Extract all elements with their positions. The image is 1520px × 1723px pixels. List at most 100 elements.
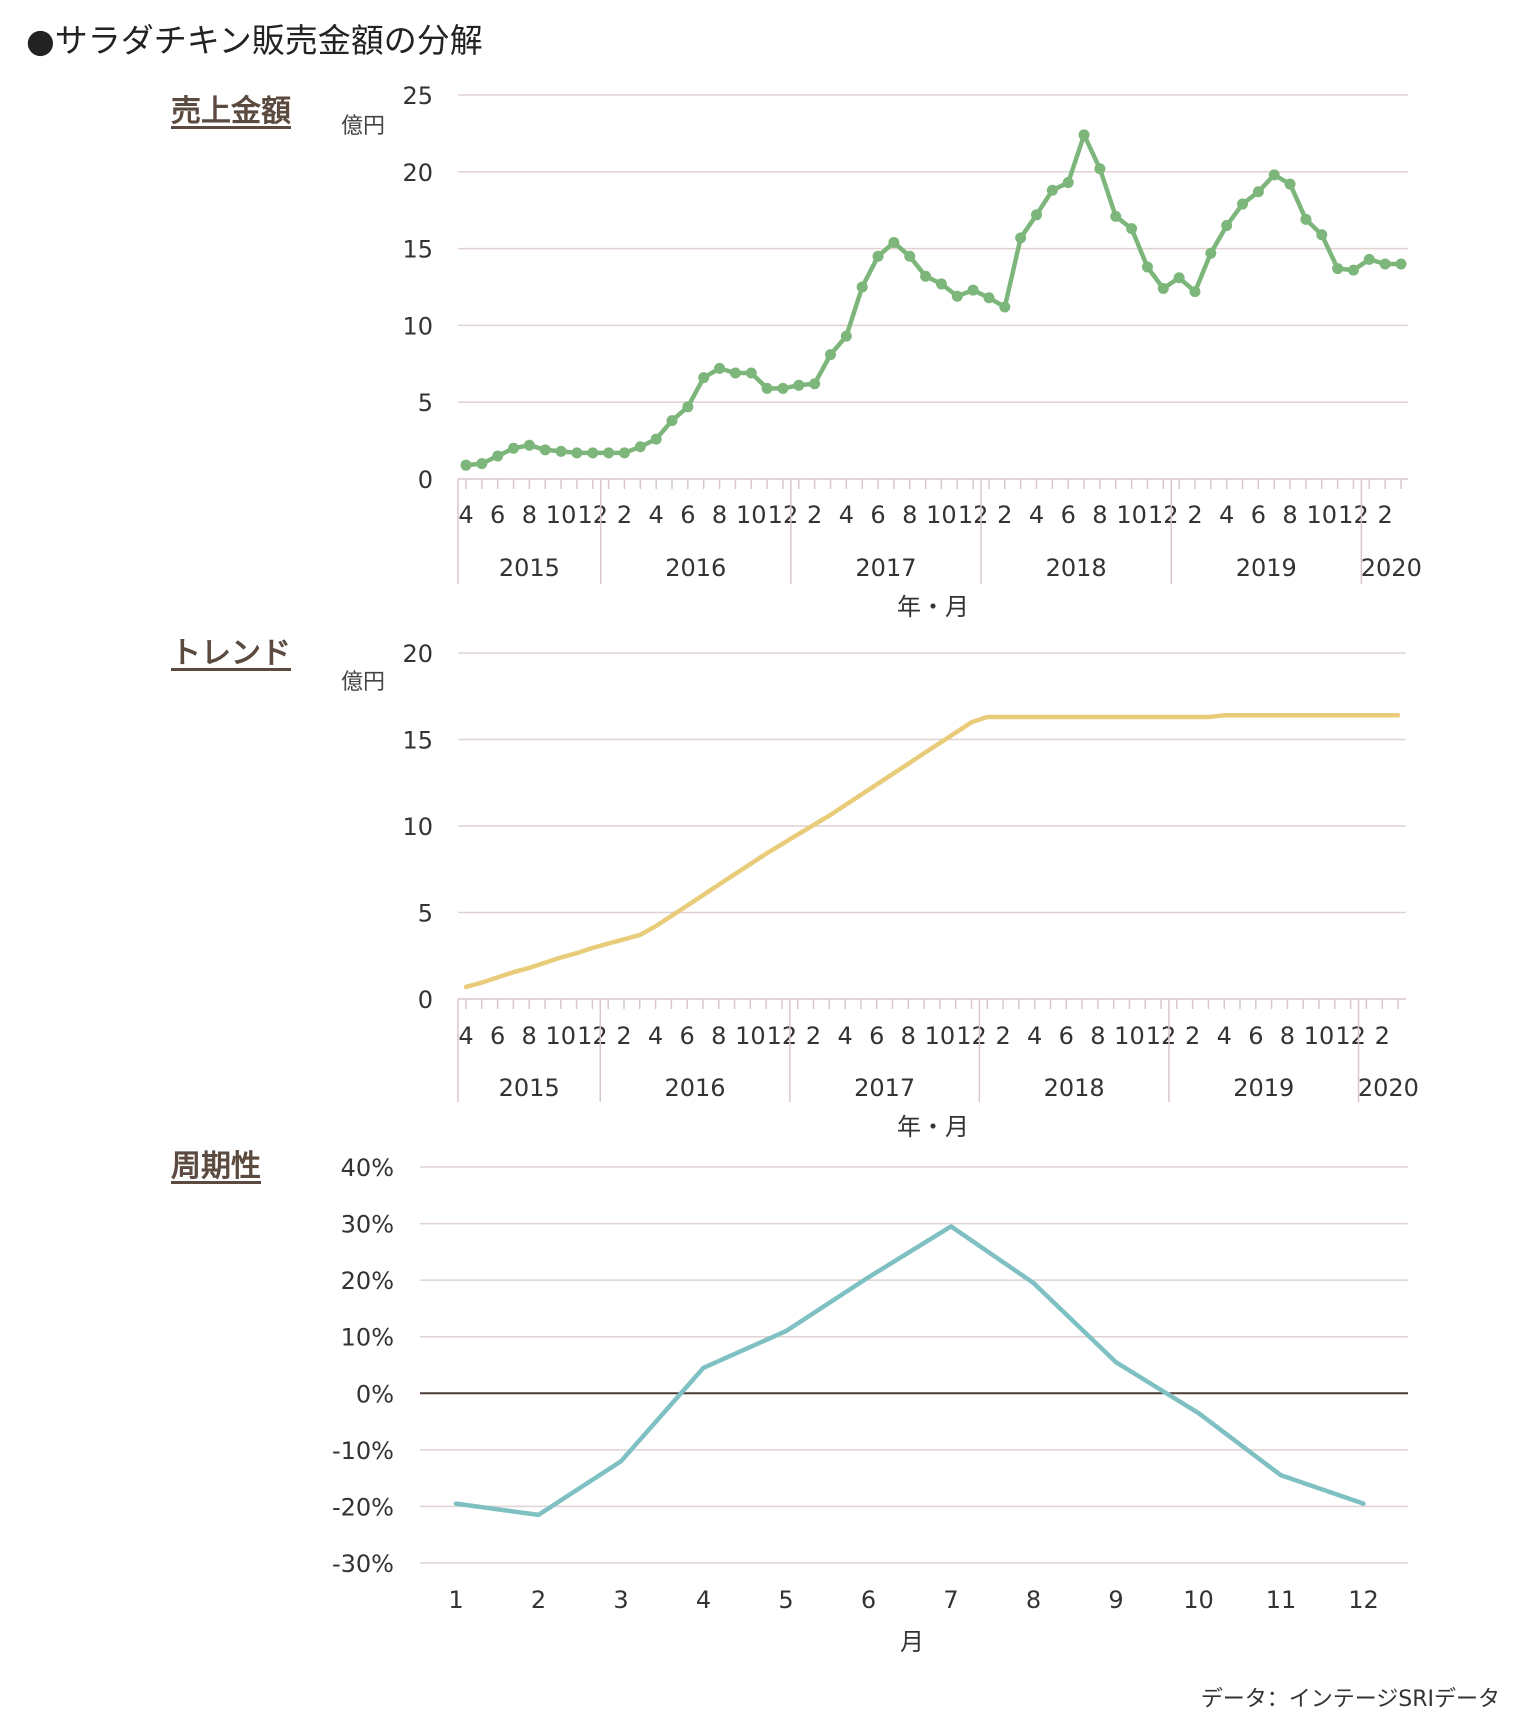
- data-point: [571, 447, 583, 459]
- y-tick-label: 0: [418, 986, 433, 1014]
- month-tick-label: 12: [767, 1022, 798, 1050]
- month-tick-label: 8: [711, 1022, 726, 1050]
- x-tick-label: 1: [448, 1586, 463, 1614]
- x-tick-label: 4: [696, 1586, 711, 1614]
- year-label: 2020: [1358, 1074, 1419, 1102]
- data-point: [1157, 283, 1169, 295]
- data-point: [888, 236, 900, 248]
- year-label: 2017: [854, 1074, 915, 1102]
- trend-unit-label: 億円: [341, 670, 386, 695]
- data-point: [618, 447, 630, 459]
- year-label: 2015: [499, 554, 560, 582]
- month-tick-label: 8: [522, 501, 537, 529]
- data-point: [951, 290, 963, 302]
- x-tick-label: 6: [861, 1586, 876, 1614]
- data-point: [508, 442, 520, 454]
- x-tick-label: 7: [943, 1586, 958, 1614]
- data-point: [1189, 286, 1201, 298]
- month-tick-label: 4: [648, 1022, 663, 1050]
- data-point: [1252, 186, 1264, 198]
- month-tick-label: 6: [869, 1022, 884, 1050]
- month-tick-label: 2: [1378, 501, 1393, 529]
- data-point: [935, 278, 947, 290]
- x-tick-label: 12: [1348, 1586, 1379, 1614]
- data-point: [1031, 209, 1043, 221]
- year-label: 2018: [1046, 554, 1107, 582]
- month-tick-label: 2: [1185, 1022, 1200, 1050]
- x-tick-label: 8: [1026, 1586, 1041, 1614]
- year-label: 2016: [665, 1074, 726, 1102]
- x-tick-label: 5: [778, 1586, 793, 1614]
- data-point: [1062, 177, 1074, 189]
- month-tick-label: 8: [522, 1022, 537, 1050]
- month-tick-label: 6: [680, 1022, 695, 1050]
- year-label: 2018: [1044, 1074, 1105, 1102]
- data-point: [761, 382, 773, 394]
- data-point: [460, 459, 472, 471]
- y-tick-label: 10: [402, 312, 433, 340]
- x-axis-title: 年・月: [897, 1113, 969, 1141]
- year-label: 2015: [499, 1074, 560, 1102]
- month-tick-label: 4: [649, 501, 664, 529]
- data-point: [856, 281, 868, 293]
- data-point: [1015, 232, 1027, 244]
- data-point: [872, 250, 884, 262]
- y-tick-label: 20%: [341, 1267, 394, 1295]
- data-point: [1347, 264, 1359, 276]
- data-point: [666, 415, 678, 427]
- month-tick-label: 2: [616, 1022, 631, 1050]
- data-point: [1237, 198, 1249, 210]
- y-tick-label: 5: [418, 389, 433, 417]
- data-point: [1300, 213, 1312, 225]
- data-point: [1110, 210, 1122, 222]
- series-line: [463, 132, 1404, 468]
- month-tick-label: 8: [712, 501, 727, 529]
- data-point: [793, 379, 805, 391]
- month-tick-label: 12: [1146, 1022, 1177, 1050]
- month-tick-label: 10: [736, 501, 767, 529]
- month-tick-label: 12: [577, 1022, 608, 1050]
- y-tick-label: -20%: [332, 1493, 394, 1521]
- data-point: [1046, 184, 1058, 196]
- data-point: [920, 270, 932, 282]
- month-tick-label: 12: [956, 1022, 987, 1050]
- data-point: [1205, 247, 1217, 259]
- seasonality-section-label: 周期性: [171, 1149, 261, 1184]
- data-point: [714, 362, 726, 374]
- data-point: [904, 250, 916, 262]
- y-tick-label: 40%: [341, 1154, 394, 1182]
- y-tick-label: 10: [402, 813, 433, 841]
- month-tick-label: 10: [1116, 501, 1147, 529]
- series-line: [463, 713, 1401, 990]
- y-tick-label: 20: [402, 640, 433, 668]
- data-source-note: データ：インテージSRIデータ: [1200, 1687, 1500, 1712]
- data-point: [1379, 258, 1391, 270]
- month-tick-label: 2: [995, 1022, 1010, 1050]
- data-point: [824, 349, 836, 361]
- x-tick-label: 10: [1183, 1586, 1214, 1614]
- data-point: [476, 458, 488, 470]
- year-label: 2019: [1233, 1074, 1294, 1102]
- month-tick-label: 4: [1029, 501, 1044, 529]
- month-tick-label: 10: [546, 501, 577, 529]
- data-point: [492, 450, 504, 462]
- x-axis-title: 年・月: [897, 593, 969, 621]
- y-tick-label: 30%: [341, 1211, 394, 1239]
- month-tick-label: 4: [1217, 1022, 1232, 1050]
- data-point: [1284, 178, 1296, 190]
- data-point: [650, 433, 662, 445]
- x-axis-title: 月: [900, 1628, 924, 1656]
- y-tick-label: 5: [418, 900, 433, 928]
- data-point: [1141, 261, 1153, 273]
- series-line: [453, 1224, 1366, 1518]
- data-point: [634, 441, 646, 453]
- year-label: 2019: [1236, 554, 1297, 582]
- month-tick-label: 10: [735, 1022, 766, 1050]
- data-point: [1268, 169, 1280, 181]
- data-point: [1173, 272, 1185, 284]
- month-tick-label: 8: [1090, 1022, 1105, 1050]
- data-point: [1078, 129, 1090, 141]
- data-point: [523, 439, 535, 451]
- month-tick-label: 2: [806, 1022, 821, 1050]
- data-point: [1221, 220, 1233, 232]
